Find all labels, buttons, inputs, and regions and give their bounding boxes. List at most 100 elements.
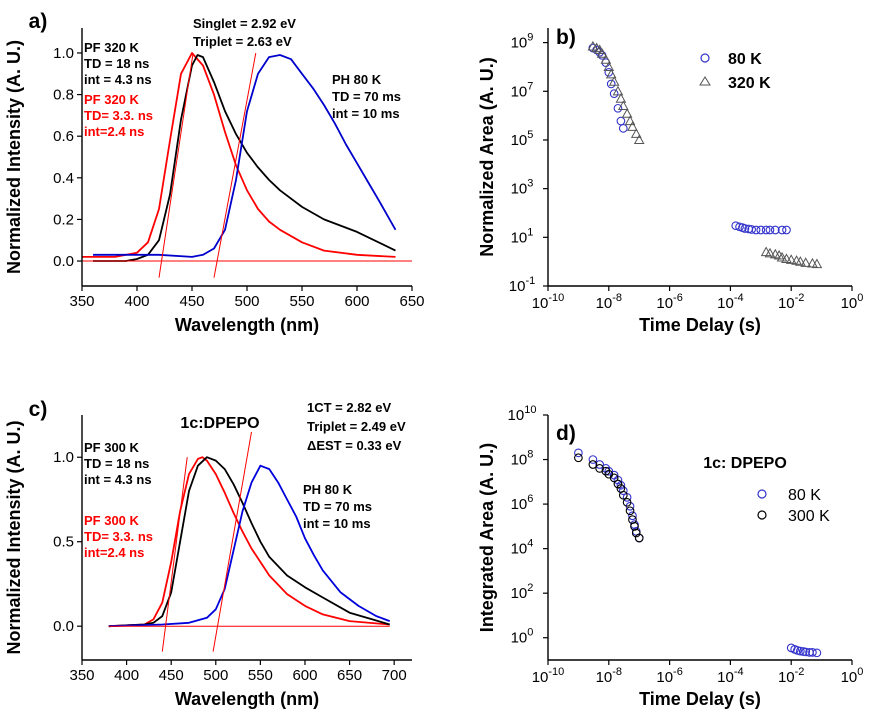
y-tick-label: 0.2 [53,211,74,228]
plot-area [108,431,391,652]
x-tick-label: 10-8 [596,666,622,686]
y-tick-label: 0.4 [53,170,74,187]
panel-c: 350 400 450 500 550 600 650 700 0.0 0.5 1.0 Wavelen… [4,398,412,709]
x-tick-label: 550 [289,293,314,310]
data-point-1 [625,506,635,516]
data-point-0 [616,116,626,126]
annotation-line: Triplet = 2.49 eV [307,419,406,434]
data-point-1 [633,134,645,145]
x-tick-label: 400 [114,667,139,684]
x-axis-title: Time Delay (s) [639,315,761,335]
x-tick-label: 10-4 [717,292,743,312]
data-point-0 [588,455,598,464]
data-point-0 [751,225,761,235]
annotation-line: TD = 18 ns [84,456,149,471]
data-point-1 [574,453,583,463]
data-point-0 [756,225,766,235]
data-point-1 [618,490,628,500]
annotation-line: TD = 70 ms [332,89,401,104]
x-tick-label: 450 [159,667,184,684]
y-tick-label: 0.8 [53,87,74,104]
data-point-0 [796,646,805,656]
y-tick-label: 100 [511,627,534,647]
legend-label-1: 320 K [728,75,771,92]
annotation-line: 1CT = 2.82 eV [307,400,392,415]
x-tick-label: 10-2 [778,666,804,686]
y-tick-label: 1.0 [53,45,74,62]
x-tick-label: 350 [69,667,94,684]
x-axis-title: Wavelength (nm) [175,315,319,335]
x-tick-label: 500 [234,293,259,310]
x-tick-label: 450 [179,293,204,310]
data-point-0 [747,225,756,234]
series-line-5 [212,431,252,652]
x-tick-label: 10-4 [717,666,743,686]
data-point-1 [608,76,620,86]
data-point-1 [800,257,812,267]
data-point-0 [770,225,780,235]
annotation-line: TD= 3.3. ns [84,108,153,123]
data-point-0 [740,224,750,233]
panel-b: 10-10 10-8 10-6 10-4 10-2 100 10-1 101 103 105 107… [477,26,863,335]
y-tick-label: 0.6 [53,128,74,145]
y-axis-title: Normalized Intensity (A. U.) [4,40,24,274]
data-point-1 [811,258,823,269]
data-point-1 [596,48,608,58]
data-point-1 [795,256,806,266]
y-tick-label: 109 [511,32,534,52]
data-point-0 [595,460,604,469]
x-tick-label: 10-10 [532,292,565,312]
data-point-1 [781,253,792,263]
data-point-1 [601,466,611,476]
data-point-0 [765,225,775,235]
series-line-0 [82,52,396,258]
y-tick-label: 101 [511,226,534,246]
x-tick-label: 100 [841,666,864,686]
y-axis-title: Normalized Intensity (A. U.) [4,420,24,654]
annotation-line: TD = 70 ms [303,499,372,514]
data-point-1 [631,528,641,538]
legend-marker-0 [757,489,767,499]
x-tick-label: 650 [399,293,424,310]
x-axis-title: Time Delay (s) [639,689,761,709]
data-point-1 [605,68,617,79]
data-point-1 [588,460,598,469]
data-point-1 [624,115,636,126]
x-tick-label: 600 [292,667,317,684]
data-point-1 [609,473,619,483]
y-tick-label: 103 [511,178,534,198]
chart-title: 1c:DPEPO [180,415,259,432]
data-point-1 [785,254,797,264]
data-point-0 [609,89,619,98]
annotation-line: PH 80 K [332,72,382,87]
x-tick-label: 600 [344,293,369,310]
annotation-line: PH 80 K [303,482,353,497]
y-tick-label: 0.0 [53,618,74,635]
annotation-line: PF 320 K [84,40,140,55]
legend-marker-1 [757,510,767,520]
data-point-1 [764,247,776,258]
x-tick-label: 500 [203,667,228,684]
annotation-line: int=2.4 ns [84,124,144,139]
series-line-1 [108,456,390,628]
data-point-1 [634,533,644,543]
data-point-0 [808,648,817,657]
panel-label: a) [29,10,48,33]
legend-label-1: 300 K [788,508,830,525]
data-point-0 [801,647,811,657]
annotation-line: PF 320 K [84,92,140,107]
y-tick-label: 0.0 [53,253,74,270]
x-tick-label: 400 [124,293,149,310]
x-tick-label: 100 [841,292,864,312]
annotation-line: int = 10 ms [303,516,371,531]
series-line-2 [93,54,397,258]
data-point-1 [600,54,612,64]
y-tick-label: 10-1 [509,275,535,295]
annotation-line: Singlet = 2.92 eV [193,16,296,31]
annotation-line: PF 300 K [84,513,140,528]
data-point-1 [613,479,623,489]
data-point-0 [606,79,616,89]
data-point-1 [776,251,788,262]
data-point-0 [761,225,771,235]
